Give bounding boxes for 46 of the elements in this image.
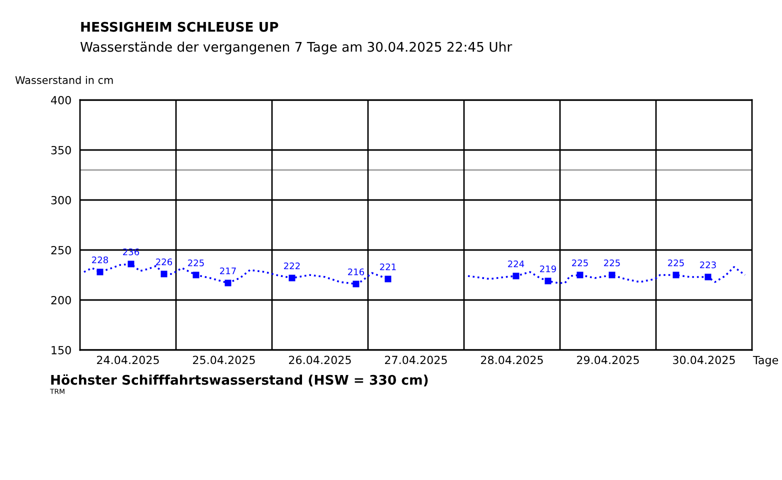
y-tick-label: 400 [51, 96, 71, 104]
chart-subtitle: Wasserstände der vergangenen 7 Tage am 30.04.2025 22:45 Uhr [80, 42, 512, 54]
data-label: 225 [572, 259, 588, 266]
data-label: 225 [188, 259, 204, 266]
data-label: 216 [348, 268, 364, 276]
data-label: 228 [92, 256, 108, 264]
point [160, 270, 168, 278]
x-tick-label: 26.04.2025 [289, 356, 351, 364]
data-label: 217 [220, 267, 236, 274]
data-label: 226 [156, 258, 172, 266]
x-tick-label: 28.04.2025 [481, 356, 543, 364]
point [384, 276, 392, 282]
y-tick-label: 250 [51, 246, 71, 254]
data-label: 224 [508, 260, 524, 268]
point [576, 272, 584, 278]
y-axis-title: Wasserstand in cm [15, 76, 113, 84]
x-tick-label: 24.04.2025 [97, 356, 159, 364]
data-label: 222 [284, 262, 300, 270]
x-tick-label: 25.04.2025 [193, 356, 255, 364]
point [288, 274, 296, 282]
data-label: 219 [540, 265, 556, 272]
y-tick-label: 300 [51, 196, 71, 204]
point [672, 272, 680, 278]
point [96, 268, 104, 276]
y-tick-label: 150 [52, 346, 71, 354]
x-axis-title: Tage [752, 356, 778, 366]
point [128, 260, 134, 268]
point [224, 280, 232, 286]
point [352, 280, 360, 288]
data-label: 225 [668, 259, 684, 266]
data-label: 221 [380, 263, 396, 270]
data-label: 223 [700, 261, 716, 268]
y-tick-label: 350 [51, 146, 71, 154]
x-tick-label: 30.04.2025 [673, 356, 735, 364]
text: Höchster Schifffahrtswasserstand (HSW = 330 cm) [51, 374, 428, 386]
data-label: 225 [604, 259, 620, 266]
point [192, 272, 200, 278]
chart-title: HESSIGHEIM SCHLEUSE UP [81, 22, 278, 32]
point [704, 274, 712, 280]
point [512, 272, 520, 280]
data-label: 236 [123, 248, 140, 256]
point [608, 272, 616, 278]
point [544, 278, 552, 284]
y-tick-label: 200 [51, 296, 71, 304]
x-tick-label: 27.04.2025 [385, 356, 447, 364]
x-tick-label: 29.04.2025 [577, 356, 639, 364]
